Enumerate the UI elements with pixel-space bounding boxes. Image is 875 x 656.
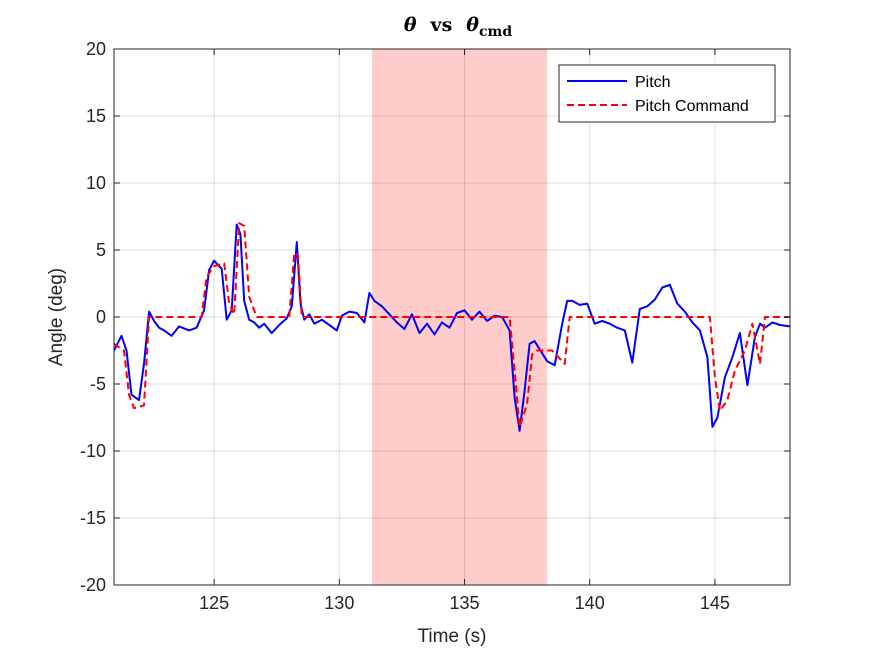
legend-box [558, 64, 776, 123]
y-tick-label: 5 [96, 240, 106, 260]
y-tick-label: -20 [80, 575, 106, 595]
x-tick-label: 125 [199, 593, 229, 613]
x-axis-label: Time (s) [418, 626, 487, 647]
y-tick-label: 0 [96, 307, 106, 327]
y-tick-label: -5 [90, 374, 106, 394]
series-line-pitch-command [114, 222, 790, 428]
x-tick-label: 145 [700, 593, 730, 613]
chart-title: θ vs θcmd [404, 14, 512, 40]
y-axis-label: Angle (deg) [46, 268, 67, 366]
y-tick-label: 15 [86, 106, 106, 126]
x-tick-label: 135 [449, 593, 479, 613]
legend-label-pitch: Pitch [635, 74, 671, 91]
legend: Pitch Pitch Command [558, 64, 776, 123]
y-tick-label: -15 [80, 508, 106, 528]
y-tick-label: 20 [86, 39, 106, 59]
series-layer [114, 222, 790, 432]
y-tick-label: 10 [86, 173, 106, 193]
y-tick-label: -10 [80, 441, 106, 461]
legend-label-pitch-command: Pitch Command [635, 98, 749, 115]
x-tick-label: 130 [324, 593, 354, 613]
tick-layer: 125 130 135 140 145 -20 -15 -10 -5 0 5 10 15 20 [80, 39, 790, 613]
series-line-pitch [114, 223, 790, 432]
x-tick-label: 140 [575, 593, 605, 613]
